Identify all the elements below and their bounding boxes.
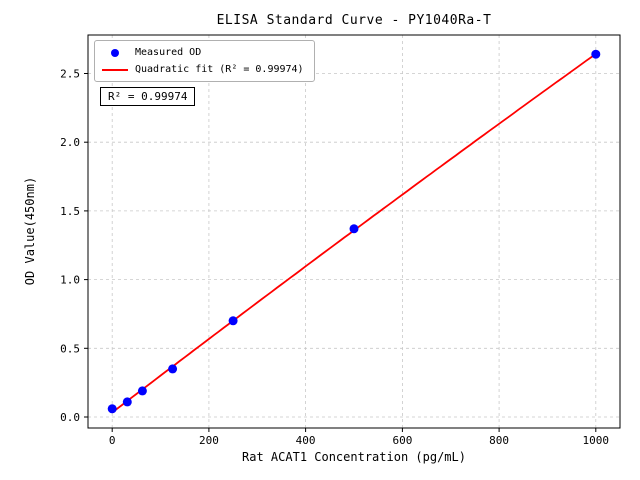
legend-label-measured-od: Measured OD — [135, 47, 202, 58]
y-tick-label: 2.5 — [60, 68, 80, 81]
data-point — [349, 224, 359, 234]
x-tick-label: 600 — [392, 434, 412, 447]
legend: Measured OD Quadratic fit (R² = 0.99974) — [94, 40, 315, 82]
y-tick-label: 0.0 — [60, 411, 80, 424]
x-axis-label: Rat ACAT1 Concentration (pg/mL) — [242, 450, 466, 464]
data-point — [137, 386, 147, 396]
legend-item-quadratic-fit: Quadratic fit (R² = 0.99974) — [102, 64, 304, 75]
legend-item-measured-od: Measured OD — [102, 47, 304, 58]
data-point — [591, 49, 601, 59]
data-point — [122, 397, 132, 407]
y-tick-label: 2.0 — [60, 136, 80, 149]
fit-line-icon — [102, 68, 128, 71]
r-squared-annotation: R² = 0.99974 — [100, 87, 196, 106]
data-point — [168, 364, 178, 374]
y-axis-label: OD Value(450nm) — [23, 176, 37, 286]
plot-frame — [87, 34, 621, 429]
data-point — [228, 316, 238, 326]
x-tick-label: 400 — [296, 434, 316, 447]
x-tick-label: 0 — [109, 434, 116, 447]
legend-marker — [102, 48, 128, 57]
legend-marker — [102, 68, 128, 71]
y-tick-label: 1.5 — [60, 205, 80, 218]
y-tick-label: 0.5 — [60, 342, 80, 355]
chart-title: ELISA Standard Curve - PY1040Ra-T — [216, 13, 492, 28]
x-tick-label: 1000 — [583, 434, 610, 447]
data-point — [107, 404, 117, 414]
y-tick-label: 1.0 — [60, 274, 80, 287]
measured-od-dot-icon — [111, 48, 119, 57]
x-tick-label: 200 — [199, 434, 219, 447]
x-tick-label: 800 — [489, 434, 509, 447]
legend-label-quadratic-fit: Quadratic fit (R² = 0.99974) — [135, 64, 304, 75]
